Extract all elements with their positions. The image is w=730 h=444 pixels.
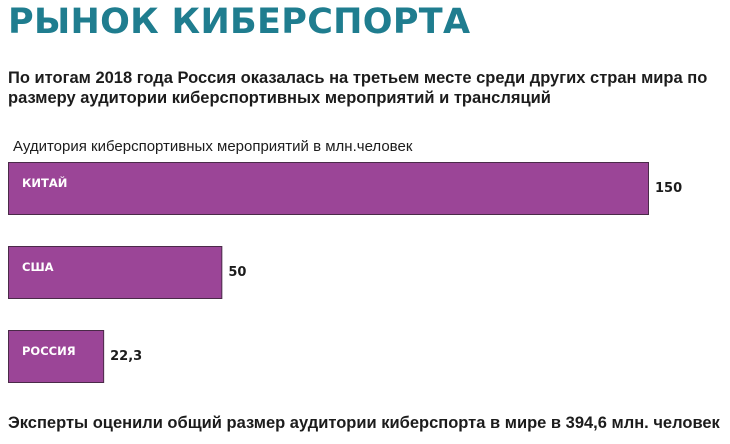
bar-value-label: 150 <box>655 181 682 196</box>
bar-value-label: 22,3 <box>110 349 142 364</box>
chart-axis-label: Аудитория киберспортивных мероприятий в … <box>13 138 413 155</box>
bar-3 <box>8 330 105 383</box>
bar-1 <box>8 162 649 215</box>
bar-category-label: США <box>22 260 54 274</box>
page-title: РЫНОК КИБЕРСПОРТА <box>8 2 471 42</box>
footer-note: Эксперты оценили общий размер аудитории … <box>8 414 720 432</box>
page-subtitle: По итогам 2018 года Россия оказалась на … <box>8 69 708 107</box>
bar-category-label: РОССИЯ <box>22 344 76 358</box>
bar-value-label: 50 <box>228 265 246 280</box>
bar-2 <box>8 246 223 299</box>
bar-category-label: КИТАЙ <box>22 175 67 190</box>
